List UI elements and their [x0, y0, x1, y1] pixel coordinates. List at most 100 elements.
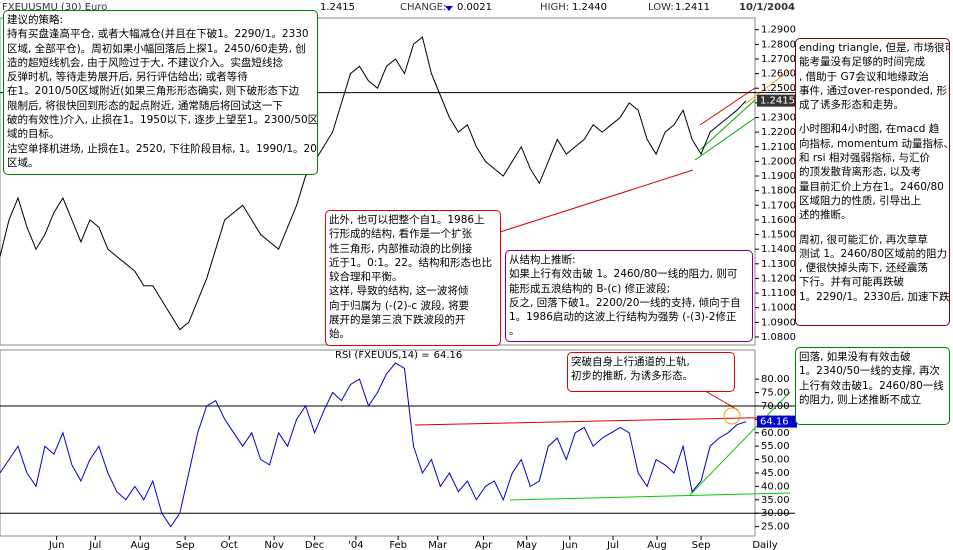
series-line	[0, 362, 747, 528]
trendline	[699, 87, 756, 126]
header-change: 0.0021	[457, 2, 492, 13]
annotation-line: 向指标, momentum 动量指标、	[799, 137, 950, 150]
annotation-line: 展开的是第三浪下跌波段的开	[329, 314, 466, 327]
annotation-line: 下行。并有可能再跌破	[799, 276, 904, 289]
annotation-box: ending triangle, 但是, 市场很可 能考量没有足够的时间完成, 借…	[795, 38, 950, 326]
x-tick-label: Jun	[48, 540, 65, 550]
annotation-line: 上行有效击破1。2460/80一线	[799, 379, 944, 392]
pointer	[499, 169, 694, 233]
y-tick-label: 1.1600	[761, 215, 796, 226]
annotation-box: 从结构上推断: 如果上行有效击破 1。2460/80一线的阻力, 则可 能形成五浪结…	[505, 250, 753, 342]
x-tick-label: Sep	[176, 540, 195, 550]
x-tick-label: Jul	[88, 540, 101, 550]
last-value: 64.16	[760, 417, 789, 428]
annotation-line: 1。1986启动的这波上行结构为强势 (-(3)-2修正	[509, 311, 737, 324]
indicator-value: 64.16	[434, 350, 463, 361]
annotation-line: 。	[509, 325, 520, 338]
y-tick-label: 1.1900	[761, 171, 796, 182]
y-tick-label: 35.00	[761, 495, 790, 506]
y-tick-label: 1.2700	[761, 54, 796, 65]
last-value-badge	[757, 94, 797, 107]
annotation-line: 述的推断。	[799, 209, 852, 222]
x-tick-label: Aug	[130, 540, 150, 550]
annotation-line: 造的超短线机会, 由于风险过于大, 不建议介入。实盘短线捻	[7, 56, 283, 69]
x-tick-label: Mar	[428, 540, 448, 550]
x-tick-label: Aug	[647, 540, 667, 550]
y-tick-label: 45.00	[761, 468, 790, 479]
annotation-line: 突破自身上行通道的上轨,	[571, 356, 690, 368]
y-tick-label: 1.2200	[761, 127, 796, 138]
annotation-line: , 便很快掉头南下, 还经震荡	[799, 262, 928, 275]
paragraph-gap	[799, 223, 946, 233]
annotation-line: , 借助于 G7会议和地缘政治	[799, 70, 929, 83]
annotation-line: 区域阻力的性质, 引导出上	[799, 194, 922, 207]
annotation-line: 建议的策略:	[7, 14, 64, 26]
annotation-line: ending triangle, 但是, 市场很可	[799, 42, 950, 54]
annotation-line: 成了诱多形态和走势。	[799, 99, 904, 112]
y-tick-label: 1.2100	[761, 142, 796, 153]
y-tick-label: 1.2600	[761, 69, 796, 80]
x-tick-label: '04	[348, 540, 363, 550]
period-label: Daily	[752, 540, 777, 550]
annotation-line: 1。2340/50一线的支撑, 再次	[799, 365, 940, 378]
annotation-line: 在1。2010/50区域附近(如果三角形形态确实, 则下破形态下边	[7, 85, 300, 98]
y-tick-label: 1.2000	[761, 156, 796, 167]
annotation-line: 性三角形, 内部推动浪的比例接	[329, 242, 473, 255]
annotation-line: 较合理和平衡。	[329, 271, 403, 284]
annotation-line: 反之, 回落下破1。2200/20一线的支持, 倾向于自	[509, 296, 741, 309]
annotation-box: 突破自身上行通道的上轨, 初步的推断, 为诱多形态。	[567, 352, 735, 392]
last-value-badge	[757, 415, 797, 428]
annotation-line: 回落, 如果没有有效击破	[799, 351, 911, 363]
annotation-line: 持有买盘逢高平仓, 或者大幅减仓(并且在下破1。2290/1。2330	[7, 28, 309, 41]
annotation-line: 破的有效性)介入, 止损在1。1950以下, 逐步上望至1。2300/50区	[7, 114, 318, 127]
last-value: 1.2415	[760, 96, 795, 107]
annotation-line: 区域, 全部平仓)。周初如果小幅回落后上探1。2450/60走势, 创	[7, 42, 306, 55]
annotation-line: 的阻力, 则上述推断不成立	[799, 393, 922, 406]
y-tick-label: 1.1700	[761, 200, 796, 211]
annotation-line: 测试 1。2460/80区域前的阻力	[799, 247, 948, 260]
indicator-name: RSI (FXEUUS,14) =	[335, 350, 430, 361]
y-tick-label: 1.1500	[761, 230, 796, 241]
x-tick-label: Sep	[692, 540, 711, 550]
y-tick-label: 1.0900	[761, 317, 796, 328]
header-low: 1.2411	[675, 2, 710, 13]
y-tick-label: 55.00	[761, 441, 790, 452]
trendline	[509, 492, 791, 501]
annotation-line: 近于1。0:1。22。结构和形态也比	[329, 256, 492, 269]
y-tick-label: 75.00	[761, 388, 790, 399]
annotation-line: 小时图和4小时图, 在macd 趋	[799, 123, 940, 136]
header-high-label: HIGH:	[540, 2, 569, 13]
y-tick-label: 1.1200	[761, 273, 796, 284]
header-high: 1.2440	[572, 2, 607, 13]
annotation-line: 此外, 也可以把整个自1。1986上	[329, 214, 485, 226]
y-tick-label: 80.00	[761, 374, 790, 385]
annotation-line: 量目前汇价上方在1。2460/80	[799, 180, 944, 193]
x-tick-label: Dec	[305, 540, 324, 550]
y-tick-label: 1.1000	[761, 303, 796, 314]
annotation-line: 始。	[329, 328, 350, 341]
x-tick-label: Jul	[606, 540, 619, 550]
annotation-box: 建议的策略: 持有买盘逢高平仓, 或者大幅减仓(并且在下破1。2290/1。233…	[3, 10, 318, 175]
annotation-line: 能形成五浪结构的 B-(c) 修正波段;	[509, 282, 671, 295]
trendline	[699, 99, 756, 151]
annotation-line: 从结构上推断:	[509, 254, 576, 266]
y-tick-label: 50.00	[761, 455, 790, 466]
annotation-line: 限制后, 将很快回到形态的起点附近, 通常随后将回试这一下	[7, 99, 283, 112]
x-tick-label: Jun	[561, 540, 578, 550]
annotation-line: 域的目标。	[7, 128, 60, 141]
annotation-box: 此外, 也可以把整个自1。1986上 行形成的结构, 看作是一个扩张 性三角形, 内…	[325, 210, 501, 346]
annotation-line: 的顶发散背离形态, 以及考	[799, 166, 922, 179]
y-tick-label: 1.1100	[761, 288, 796, 299]
x-tick-label: Nov	[264, 540, 284, 550]
y-tick-label: 25.00	[761, 522, 790, 533]
y-tick-label: 40.00	[761, 481, 790, 492]
annotation-line: 反弹时机, 等待走势展开后, 另行评估给出; 或者等待	[7, 71, 248, 84]
y-tick-label: 60.00	[761, 428, 790, 439]
indicator-label: RSI (FXEUUS,14) = 64.16	[335, 350, 462, 361]
annotation-box: 回落, 如果没有有效击破 1。2340/50一线的支撑, 再次 上行有效击破1。24…	[795, 347, 950, 425]
annotation-line: 沽空单择机进场, 止损在1。2520, 下往阶段目标, 1。1990/1。203…	[7, 142, 318, 155]
x-tick-label: Feb	[389, 540, 407, 550]
y-tick-label: 1.1800	[761, 186, 796, 197]
y-tick-label: 1.2800	[761, 39, 796, 50]
x-tick-label: May	[516, 540, 537, 550]
